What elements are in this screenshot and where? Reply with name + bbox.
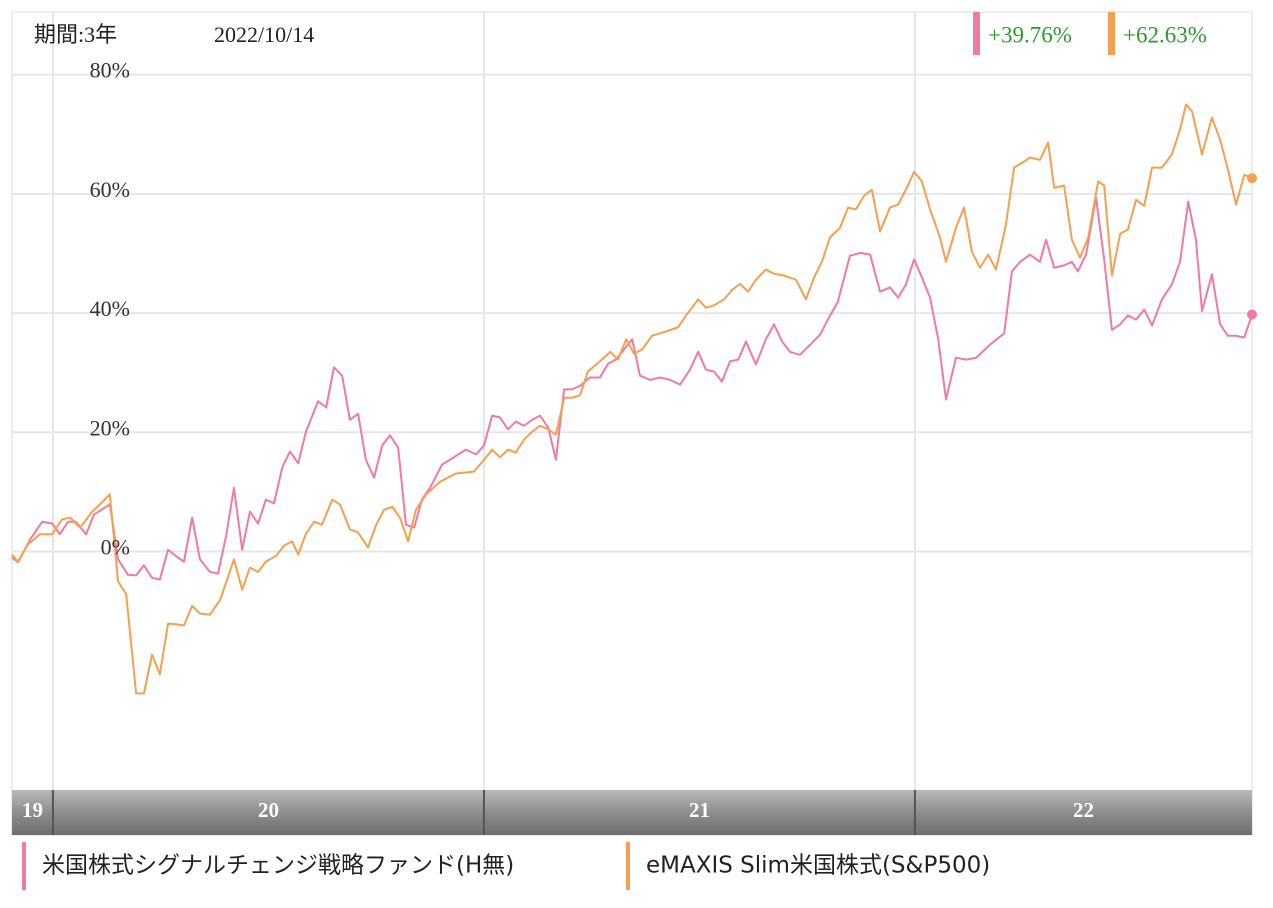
labels: 0% 20% 40% 60% 80% 19 20 21 22 +39.76% 米国株式シグナルチェン… (22, 12, 1207, 890)
legend-label: 米国株式シグナルチェンジ戦略ファンド(H無) (42, 853, 514, 879)
end-label-swatch (973, 12, 980, 55)
grid (12, 12, 1252, 835)
time-bar (12, 790, 1252, 835)
y-tick-label: 40% (90, 296, 130, 321)
series-line (11, 103, 1253, 695)
end-point (1247, 173, 1257, 184)
legend-label: eMAXIS Slim米国株式(S&P500) (646, 853, 990, 879)
period-label: 期間:3年 (34, 22, 117, 47)
lines (11, 103, 1257, 695)
legend-swatch (626, 842, 630, 890)
x-tick-label: 21 (689, 798, 710, 822)
y-tick-label: 0% (101, 535, 130, 560)
date-label: 2022/10/14 (214, 22, 314, 47)
y-tick-label: 80% (90, 58, 130, 83)
end-label-swatch (1108, 12, 1115, 55)
series-line (11, 196, 1253, 581)
y-tick-label: 60% (90, 177, 130, 202)
x-tick-label: 19 (22, 798, 43, 822)
x-tick-label: 20 (258, 798, 279, 822)
plot-frame (11, 11, 1253, 836)
x-tick-label: 22 (1073, 798, 1094, 822)
legend-swatch (22, 842, 26, 890)
end-label: +62.63% (1123, 22, 1207, 47)
y-tick-label: 20% (90, 415, 130, 440)
end-point (1247, 309, 1257, 320)
end-label: +39.76% (988, 22, 1072, 47)
